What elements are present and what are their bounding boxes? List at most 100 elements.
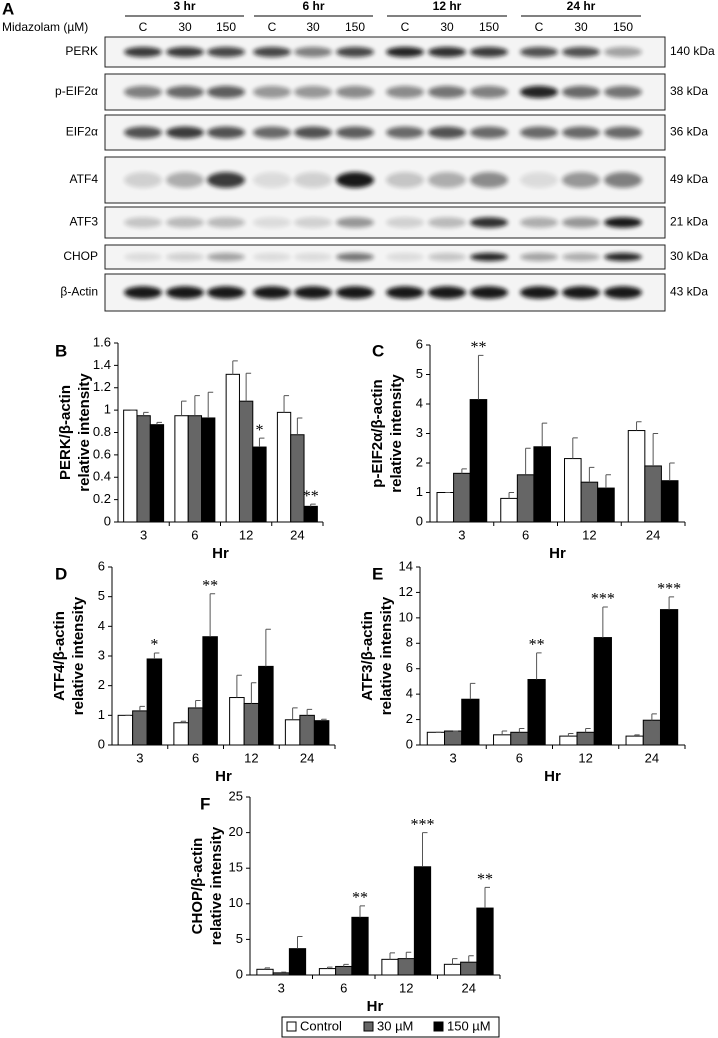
error-bar [651,713,657,721]
y-tick-label: 4 [98,618,105,633]
y-tick-label: 5 [98,588,105,603]
bar [453,472,471,523]
y-tick-label: 0 [416,513,423,528]
significance: * [150,637,158,654]
band [294,126,332,139]
band [520,46,558,58]
lane-label: 150 [613,20,633,34]
y-axis-label: PERK/β-actin [57,385,74,480]
band [207,217,245,228]
protein-label: p-EIF2α [55,84,98,98]
band [166,126,204,139]
y-axis-label: relative intensity [70,596,87,715]
y-tick-label: 1.4 [93,357,111,372]
bar [627,430,646,523]
significance: ** [529,636,545,653]
error-bar [422,832,428,867]
x-tick-label: 24 [645,750,659,765]
bar [436,492,455,523]
band [294,85,332,99]
band [470,286,508,299]
size-label: 140 kDa [670,44,715,58]
protein-label: PERK [65,44,98,58]
y-tick-label: 6 [98,558,105,573]
y-axis-label: relative intensity [76,373,93,492]
bar [303,505,318,523]
band [336,126,374,139]
timepoint-label: 6 hr [302,0,324,13]
x-tick-label: 3 [278,980,285,995]
y-tick-label: 12 [399,584,413,599]
protein-label: EIF2α [66,125,98,139]
error-bar [139,705,145,711]
band [562,252,600,262]
bar [644,465,662,523]
error-bar [280,971,287,973]
band [520,172,558,188]
band [166,85,204,99]
bar [284,719,301,746]
lane-label: C [268,20,277,34]
y-tick-label: 0 [406,736,413,751]
bar [533,446,551,523]
band [124,252,162,262]
band [207,46,245,58]
error-bar [518,727,525,733]
band [253,217,291,228]
x-tick-label: 3 [140,527,147,542]
band [207,126,245,139]
bar [252,446,267,523]
x-tick-label: 24 [300,750,314,765]
band [562,85,600,99]
error-bar [181,400,187,416]
band [470,85,508,99]
band [604,172,642,188]
band [562,46,600,58]
band [562,172,600,188]
x-tick-label: 24 [290,527,304,542]
panel-letter: A [2,0,14,18]
band [428,46,466,58]
treatment-label: Midazolam (µM) [2,20,88,34]
band [294,46,332,58]
bar [642,719,661,746]
y-tick-label: 0.6 [93,446,111,461]
bar [444,730,463,746]
x-tick-label: 3 [458,527,465,542]
band [428,286,466,299]
band [604,46,642,58]
y-tick-label: 1 [416,484,423,499]
bar [597,487,615,523]
legend-swatch [433,1021,444,1032]
band [386,85,424,99]
band [124,172,162,188]
bar [272,972,290,976]
x-tick-label: 6 [516,750,523,765]
error-bar [180,720,187,723]
band [428,85,466,99]
bar [381,958,399,976]
significance: ** [470,339,486,356]
bar [413,866,432,976]
bar [426,731,446,746]
panel-letter: F [200,794,210,813]
x-tick-label: 3 [136,750,143,765]
band [124,85,162,99]
y-tick-label: 0 [236,966,243,981]
band [336,172,374,188]
y-tick-label: 0.4 [93,469,111,484]
band [520,217,558,228]
significance: ** [303,488,319,505]
protein-label: CHOP [63,249,98,263]
x-axis-label: Hr [367,998,384,1015]
error-bar [536,652,542,680]
error-bar [634,734,640,737]
error-bar [405,951,412,959]
y-tick-label: 0.8 [93,424,111,439]
bar [173,722,189,746]
bar [288,948,307,976]
error-bar [359,905,365,918]
error-bar [207,391,214,418]
bar [493,734,512,746]
band [520,126,558,139]
